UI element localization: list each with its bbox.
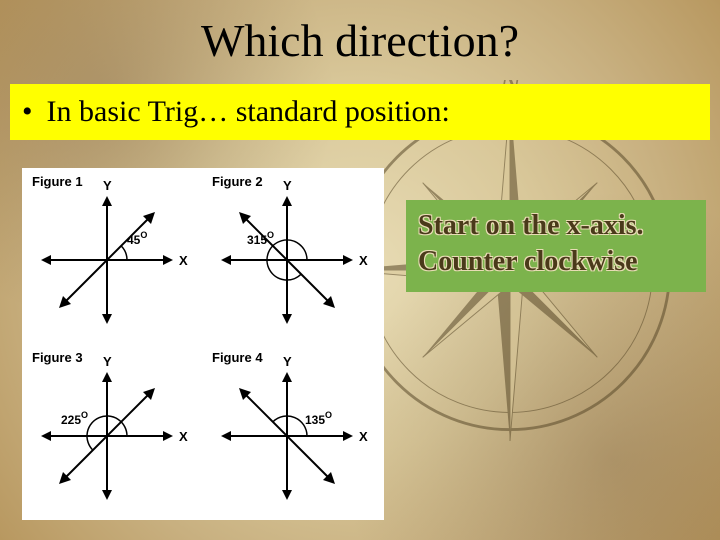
figure-2-label: Figure 2 bbox=[212, 174, 263, 189]
svg-text:Y: Y bbox=[283, 354, 292, 369]
trig-figures-panel: Figure 1 Y X 45O Figure 2 bbox=[22, 168, 384, 520]
figure-1: Figure 1 Y X 45O bbox=[32, 174, 188, 324]
instruction-callout: Start on the x-axis. Counter clockwise bbox=[406, 200, 706, 292]
figure-3: Figure 3 Y X 225O bbox=[32, 350, 188, 500]
bullet-marker: • bbox=[22, 95, 33, 129]
svg-text:Y: Y bbox=[103, 354, 112, 369]
callout-line-1: Start on the x-axis. bbox=[418, 208, 694, 244]
slide-title: Which direction? bbox=[0, 14, 720, 67]
bullet-text: In basic Trig… standard position: bbox=[47, 95, 450, 129]
figure-3-label: Figure 3 bbox=[32, 350, 83, 365]
bullet-highlight-bar: • In basic Trig… standard position: bbox=[10, 84, 710, 140]
figure-1-label: Figure 1 bbox=[32, 174, 83, 189]
figure-4: Figure 4 Y X 135O bbox=[212, 350, 368, 500]
svg-text:Y: Y bbox=[283, 178, 292, 193]
svg-text:X: X bbox=[359, 253, 368, 268]
callout-line-2: Counter clockwise bbox=[418, 244, 694, 280]
svg-text:45O: 45O bbox=[127, 230, 147, 247]
svg-text:X: X bbox=[179, 429, 188, 444]
figure-4-label: Figure 4 bbox=[212, 350, 263, 365]
svg-text:135O: 135O bbox=[305, 410, 332, 427]
svg-text:225O: 225O bbox=[61, 410, 88, 427]
svg-text:Y: Y bbox=[103, 178, 112, 193]
svg-text:315O: 315O bbox=[247, 230, 274, 247]
svg-text:X: X bbox=[179, 253, 188, 268]
figure-2: Figure 2 Y X 315O bbox=[212, 174, 368, 324]
svg-text:X: X bbox=[359, 429, 368, 444]
